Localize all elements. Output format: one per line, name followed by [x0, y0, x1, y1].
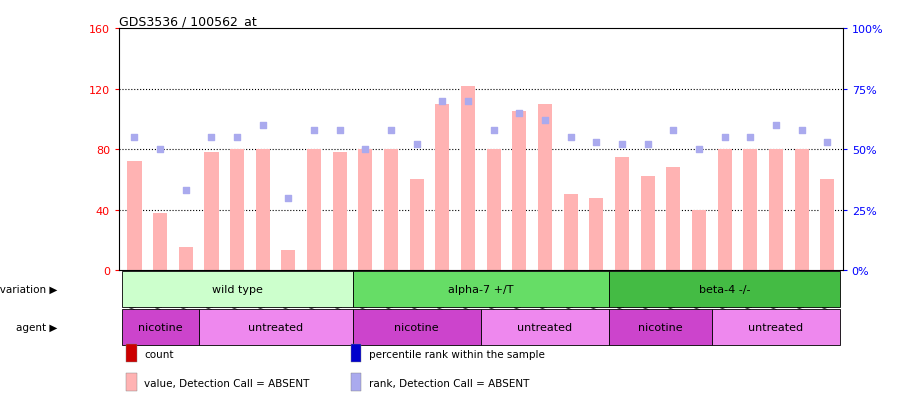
- Bar: [153, 213, 168, 271]
- Bar: [204, 153, 219, 271]
- Point: [409, 142, 424, 148]
- Bar: [692, 210, 706, 271]
- Point: [666, 127, 681, 134]
- Bar: [609, 309, 712, 345]
- Text: untreated: untreated: [248, 322, 303, 332]
- Bar: [538, 104, 552, 271]
- Text: value, Detection Call = ABSENT: value, Detection Call = ABSENT: [145, 378, 310, 389]
- Point: [230, 134, 245, 141]
- Text: rank, Detection Call = ABSENT: rank, Detection Call = ABSENT: [369, 378, 529, 389]
- Text: nicotine: nicotine: [137, 322, 182, 332]
- Text: genotype/variation ▶: genotype/variation ▶: [0, 284, 58, 294]
- Bar: [717, 150, 732, 271]
- Text: percentile rank within the sample: percentile rank within the sample: [369, 349, 545, 359]
- Text: count: count: [145, 349, 174, 359]
- Text: agent ▶: agent ▶: [16, 322, 58, 332]
- Bar: [122, 309, 199, 345]
- Text: untreated: untreated: [748, 322, 803, 332]
- Bar: [769, 150, 783, 271]
- Bar: [358, 150, 373, 271]
- Bar: [481, 309, 609, 345]
- Point: [640, 142, 655, 148]
- Point: [256, 122, 270, 129]
- Bar: [743, 150, 758, 271]
- Bar: [122, 271, 353, 307]
- Point: [127, 134, 142, 141]
- Text: wild type: wild type: [212, 284, 263, 294]
- Point: [153, 146, 168, 153]
- Point: [461, 98, 475, 104]
- Point: [179, 188, 193, 194]
- Bar: [256, 150, 270, 271]
- Point: [333, 127, 347, 134]
- Point: [384, 127, 398, 134]
- Point: [769, 122, 783, 129]
- Bar: [199, 309, 353, 345]
- Bar: [353, 309, 481, 345]
- Point: [743, 134, 758, 141]
- Bar: [353, 271, 609, 307]
- Bar: [794, 150, 809, 271]
- Bar: [281, 251, 296, 271]
- Bar: [666, 168, 681, 271]
- Point: [307, 127, 322, 134]
- Point: [563, 134, 578, 141]
- Point: [486, 127, 501, 134]
- Text: alpha-7 +/T: alpha-7 +/T: [448, 284, 514, 294]
- Point: [794, 127, 809, 134]
- Point: [717, 134, 732, 141]
- Point: [281, 195, 296, 201]
- Bar: [512, 112, 527, 271]
- Bar: [486, 150, 501, 271]
- Bar: [333, 153, 347, 271]
- Bar: [712, 309, 840, 345]
- Point: [204, 134, 219, 141]
- Text: untreated: untreated: [518, 322, 572, 332]
- Bar: [409, 180, 424, 271]
- Point: [615, 142, 629, 148]
- Text: nicotine: nicotine: [395, 322, 439, 332]
- Bar: [609, 271, 840, 307]
- Bar: [351, 344, 362, 362]
- Bar: [563, 195, 578, 271]
- Bar: [126, 344, 137, 362]
- Point: [692, 146, 706, 153]
- Bar: [461, 86, 475, 271]
- Bar: [589, 198, 604, 271]
- Bar: [820, 180, 834, 271]
- Bar: [230, 150, 245, 271]
- Bar: [126, 373, 137, 391]
- Bar: [384, 150, 398, 271]
- Text: beta-4 -/-: beta-4 -/-: [699, 284, 750, 294]
- Point: [435, 98, 450, 104]
- Point: [589, 139, 604, 146]
- Point: [538, 117, 552, 124]
- Bar: [179, 248, 193, 271]
- Bar: [351, 373, 362, 391]
- Bar: [615, 157, 629, 271]
- Bar: [127, 162, 142, 271]
- Point: [358, 146, 373, 153]
- Text: GDS3536 / 100562_at: GDS3536 / 100562_at: [119, 15, 256, 28]
- Bar: [640, 177, 655, 271]
- Point: [512, 110, 527, 117]
- Bar: [435, 104, 450, 271]
- Bar: [307, 150, 322, 271]
- Point: [820, 139, 834, 146]
- Text: nicotine: nicotine: [638, 322, 682, 332]
